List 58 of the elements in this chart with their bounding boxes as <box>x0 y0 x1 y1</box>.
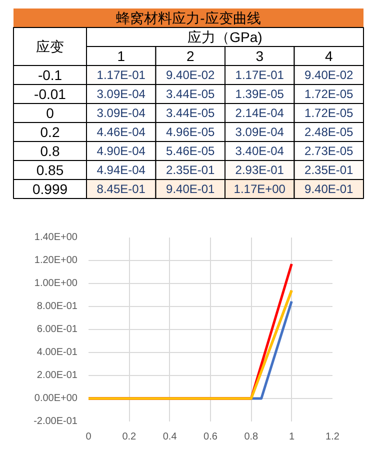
y-tick-label: 0.999 <box>32 181 68 197</box>
y-tick-label: 8.00E-01 <box>36 301 78 312</box>
data-label: 3.44E-05 <box>166 87 216 101</box>
y-tick-label: 0 <box>46 105 54 121</box>
data-label: 9.40E-02 <box>166 68 216 82</box>
data-label: 4.96E-05 <box>166 125 216 139</box>
data-label: 3.09E-04 <box>235 125 284 139</box>
y-tick-label: 0.2 <box>40 124 60 140</box>
y-tick-label: 0.8 <box>40 143 60 159</box>
data-label: 2.73E-05 <box>304 144 354 158</box>
x-tick-label: 0.8 <box>244 432 259 442</box>
y-tick-label: 0.00E+00 <box>34 393 78 404</box>
x-tick-label: 3 <box>256 48 264 64</box>
data-label: 2.48E-05 <box>304 125 354 139</box>
data-label: 5.46E-05 <box>166 144 216 158</box>
data-label: 1.72E-05 <box>304 87 354 101</box>
y-tick-label: 1.20E+00 <box>34 255 78 266</box>
y-tick-label: -0.1 <box>38 67 62 83</box>
data-label: 2.35E-01 <box>304 163 354 177</box>
data-label: 3.09E-04 <box>96 106 146 120</box>
data-label: 3.09E-04 <box>96 87 146 101</box>
data-label: 1.17E-01 <box>96 68 146 82</box>
data-label: 9.40E-02 <box>304 68 354 82</box>
data-label: 9.40E-01 <box>304 182 354 196</box>
chart-title: 蜂窝材料应力-应变曲线 <box>116 10 261 26</box>
data-label: 8.45E-01 <box>96 182 146 196</box>
data-label: 1.17E+00 <box>234 182 286 196</box>
data-label: 2.93E-01 <box>235 163 284 177</box>
data-label: 2.35E-01 <box>166 163 216 177</box>
y-tick-label: 4.00E-01 <box>36 347 78 358</box>
x-tick-label: 0.6 <box>204 432 218 442</box>
x-tick-label: 1 <box>117 48 126 64</box>
data-label: 2.14E-04 <box>235 106 284 120</box>
data-label: 1.39E-05 <box>235 87 284 101</box>
y-axis-title: 应变 <box>36 38 64 54</box>
y-tick-label: -0.01 <box>34 86 66 102</box>
data-label: 9.40E-01 <box>166 182 216 196</box>
x-tick-label: 2 <box>186 48 194 64</box>
y-tick-label: -2.00E-01 <box>34 416 78 427</box>
data-label: 3.40E-04 <box>235 144 284 158</box>
y-tick-label: 1.40E+00 <box>34 232 78 243</box>
y-tick-label: 0.85 <box>36 162 64 178</box>
x-tick-label: 4 <box>324 48 333 64</box>
x-tick-label: 1 <box>289 432 296 442</box>
data-label: 1.17E-01 <box>235 68 284 82</box>
x-tick-label: 1.2 <box>326 432 340 442</box>
data-label: 1.72E-05 <box>304 106 354 120</box>
y-tick-label: 2.00E-01 <box>36 370 78 381</box>
x-tick-label: 0 <box>86 432 92 442</box>
y-tick-label: 1.00E+00 <box>34 278 78 289</box>
x-tick-label: 0.2 <box>122 432 137 442</box>
data-label: 4.90E-04 <box>96 144 146 158</box>
data-label: 4.46E-04 <box>96 125 146 139</box>
x-axis-title: 应力（GPa) <box>188 29 262 45</box>
data-label: 4.94E-04 <box>96 163 146 177</box>
data-label: 3.44E-05 <box>166 106 216 120</box>
y-tick-label: 6.00E-01 <box>36 324 78 335</box>
x-tick-label: 0.4 <box>162 432 178 442</box>
